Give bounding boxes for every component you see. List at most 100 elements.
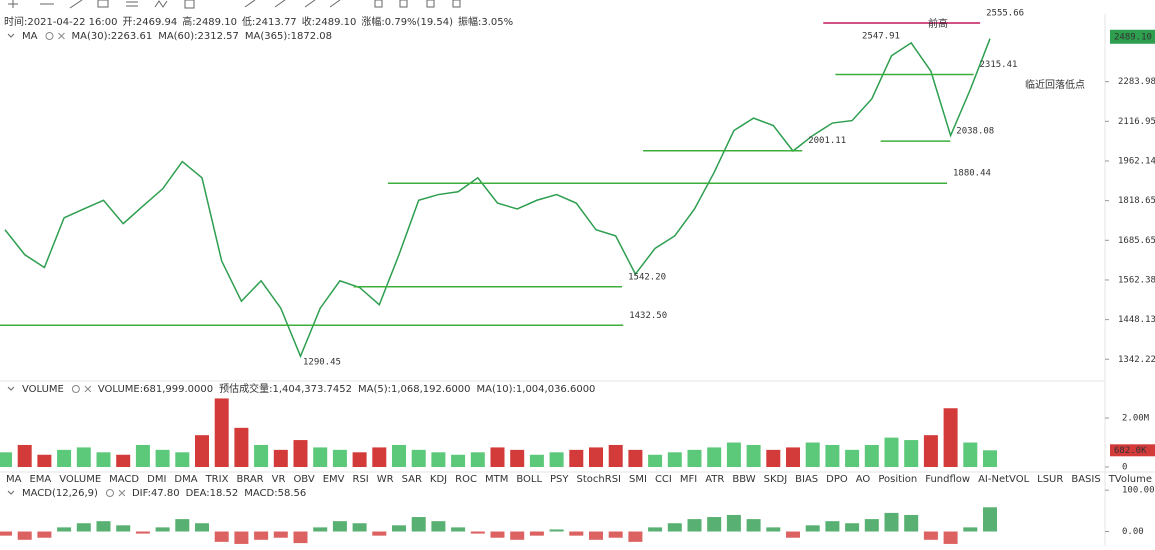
price-tick-label: 2283.98: [1118, 77, 1155, 87]
indicator-tab[interactable]: ATR: [705, 474, 724, 485]
tool-icon[interactable]: [374, 0, 383, 8]
current-price-tag: [1110, 29, 1155, 44]
close-icon[interactable]: [58, 32, 65, 40]
volume-bar: [746, 444, 761, 467]
indicator-tab[interactable]: VR: [272, 474, 286, 485]
indicator-tab[interactable]: CCI: [655, 474, 672, 485]
tool-icon[interactable]: [184, 0, 195, 9]
close-icon[interactable]: [84, 385, 92, 393]
indicator-tab[interactable]: DMI: [147, 474, 166, 485]
legend-item: 预估成交量:1,404,373.7452: [219, 382, 352, 395]
volume-bar: [549, 452, 564, 467]
indicator-tab[interactable]: WR: [377, 474, 394, 485]
indicator-tab[interactable]: AI-NetVOL: [978, 474, 1029, 485]
indicator-tab[interactable]: SAR: [402, 474, 422, 485]
volume-bar: [904, 440, 919, 467]
macd-bar: [273, 531, 288, 538]
volume-bar: [943, 408, 958, 467]
tool-icon[interactable]: [452, 0, 461, 8]
indicator-tab[interactable]: EMA: [29, 474, 51, 485]
volume-bar: [648, 454, 663, 467]
indicator-tab[interactable]: StochRSI: [577, 474, 621, 485]
indicator-tab[interactable]: BASIS: [1071, 474, 1100, 485]
collapse-icon[interactable]: [7, 490, 15, 495]
annotation: 2547.91: [862, 32, 900, 42]
indicator-tab[interactable]: BOLL: [516, 474, 542, 485]
indicator-tab[interactable]: MA: [6, 474, 22, 485]
macd-bar: [214, 531, 229, 542]
price-tick-label: 2116.95: [1118, 117, 1155, 127]
settings-icon[interactable]: [71, 385, 80, 393]
macd-bar: [372, 531, 387, 536]
price-tick-label: 1342.22: [1118, 355, 1155, 365]
volume-bar: [726, 442, 741, 467]
macd-bar: [411, 517, 426, 532]
indicator-tab[interactable]: OBV: [293, 474, 314, 485]
volume-bar: [195, 435, 209, 467]
indicator-tab[interactable]: LSUR: [1037, 474, 1063, 485]
indicator-tab[interactable]: RSI: [353, 474, 369, 485]
macd-bar: [786, 531, 800, 538]
volume-bar: [135, 444, 150, 467]
tool-icon[interactable]: [126, 1, 138, 7]
macd-bar: [983, 507, 997, 532]
indicator-tab[interactable]: VOLUME: [59, 474, 101, 485]
volume-bar: [313, 447, 328, 467]
tool-icon[interactable]: [69, 0, 83, 9]
macd-bar: [510, 531, 525, 540]
tool-icon[interactable]: [426, 0, 435, 8]
macd-bar: [628, 531, 643, 542]
indicator-tab[interactable]: PSY: [550, 474, 569, 485]
indicator-tab[interactable]: Fundflow: [925, 474, 970, 485]
macd-bar: [766, 527, 781, 532]
price-trace: [4, 38, 991, 359]
macd-bar: [352, 523, 367, 532]
macd-bar: [687, 519, 702, 532]
indicator-tab[interactable]: BBW: [732, 474, 755, 485]
indicator-tab[interactable]: MTM: [485, 474, 508, 485]
volume-bar: [864, 444, 879, 467]
volume-bar: [392, 444, 406, 467]
indicator-tab[interactable]: EMV: [323, 474, 345, 485]
volume-bar: [983, 450, 997, 467]
current-price-label: 2489.10: [1114, 32, 1152, 42]
indicator-tab[interactable]: DMA: [174, 474, 197, 485]
indicator-tab[interactable]: MFI: [680, 474, 697, 485]
settings-icon[interactable]: [105, 489, 114, 497]
tool-icon[interactable]: [8, 0, 18, 8]
current-volume-tag: [1110, 444, 1155, 457]
volume-bar: [884, 437, 899, 467]
tool-icon[interactable]: [399, 0, 408, 8]
macd-bar: [648, 527, 663, 532]
indicator-tab[interactable]: AO: [856, 474, 871, 485]
volume-bar: [431, 452, 446, 467]
collapse-icon[interactable]: [7, 33, 15, 38]
volume-bar: [825, 444, 840, 467]
indicator-tab[interactable]: BRAR: [236, 474, 263, 485]
macd-bar: [96, 521, 111, 532]
close-icon[interactable]: [118, 489, 126, 497]
tool-icon[interactable]: [97, 0, 109, 8]
indicator-tab[interactable]: DPO: [826, 474, 848, 485]
indicator-tab[interactable]: Position: [878, 474, 917, 485]
legend-title: MA: [22, 31, 38, 42]
indicator-tab[interactable]: ROC: [455, 474, 477, 485]
indicator-tab[interactable]: TVolume: [1108, 474, 1152, 485]
indicator-tab[interactable]: SKDJ: [764, 474, 788, 485]
legend-title: VOLUME: [22, 384, 64, 395]
collapse-icon[interactable]: [7, 386, 15, 391]
indicator-tab[interactable]: TRIX: [205, 474, 229, 485]
tool-icon[interactable]: [244, 0, 341, 8]
indicator-tab[interactable]: KDJ: [430, 474, 447, 485]
tool-icon[interactable]: [154, 0, 168, 8]
settings-icon[interactable]: [45, 32, 54, 40]
macd-bar: [923, 531, 938, 540]
volume-bar: [667, 452, 682, 467]
legend-item: MA(365):1872.08: [245, 31, 332, 42]
indicator-tab[interactable]: BIAS: [795, 474, 818, 485]
volume-tick-label: 2.00M: [1122, 414, 1150, 424]
indicator-tab[interactable]: MACD: [109, 474, 139, 485]
indicator-tab[interactable]: SMI: [629, 474, 647, 485]
